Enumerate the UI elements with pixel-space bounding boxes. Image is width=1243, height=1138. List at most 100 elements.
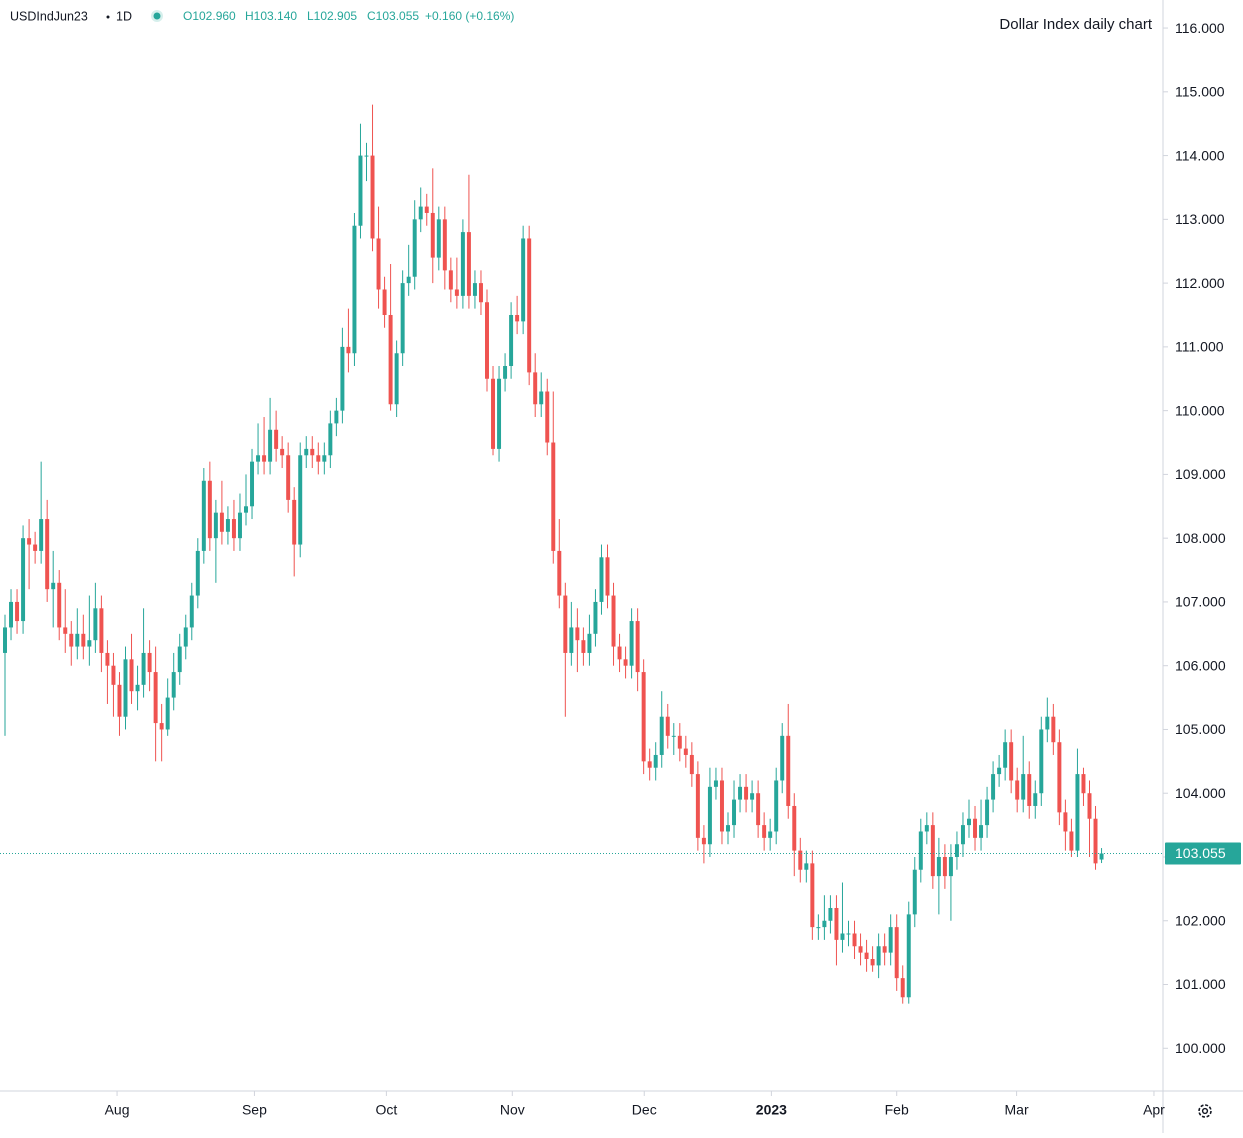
candle-body: [828, 907, 833, 921]
candle-body: [780, 735, 785, 781]
x-tick-label: Mar: [1005, 1102, 1029, 1118]
candle-body: [334, 410, 339, 424]
candle-body: [840, 933, 845, 940]
y-tick-label: 108.000: [1175, 530, 1226, 546]
candle-body: [250, 461, 255, 507]
candle-body: [870, 959, 875, 966]
candle-body: [617, 646, 622, 660]
annotation: Dollar Index daily chart: [999, 16, 1152, 33]
candle-body: [412, 219, 417, 277]
candle-body: [33, 544, 38, 551]
candle-body: [653, 754, 658, 768]
x-tick-label: 2023: [756, 1102, 787, 1118]
candle-body: [316, 455, 321, 462]
candle-body: [310, 448, 315, 456]
candle-body: [87, 640, 92, 647]
y-tick-label: 109.000: [1175, 466, 1226, 482]
candle-body: [81, 633, 86, 647]
candle-body: [93, 608, 98, 641]
candle-body: [364, 155, 369, 157]
candle-body: [171, 672, 176, 698]
candle-body: [1015, 780, 1020, 800]
candle-body: [472, 283, 477, 296]
candle-body: [105, 652, 110, 666]
settings-icon[interactable]: [1198, 1104, 1212, 1118]
candle-body: [491, 378, 496, 449]
candle-body: [677, 735, 682, 749]
candle-body: [406, 276, 411, 284]
candle-body: [1063, 812, 1068, 832]
candle-body: [997, 767, 1002, 775]
candle-body: [1093, 818, 1098, 864]
candle-body: [744, 786, 749, 800]
candle-body: [466, 232, 471, 296]
candle-body: [521, 238, 526, 322]
candle-body: [21, 538, 26, 622]
candle-body: [1045, 716, 1050, 730]
candle-body: [15, 601, 20, 622]
candle-body: [876, 946, 881, 966]
candle-body: [967, 818, 971, 826]
candle-body: [551, 442, 556, 551]
y-tick-label: 102.000: [1175, 912, 1226, 928]
candle-body: [515, 314, 520, 322]
candle-body: [503, 366, 508, 379]
candle-body: [129, 659, 134, 692]
candle-body: [659, 716, 664, 755]
candle-body: [45, 519, 50, 590]
candle-body: [436, 219, 441, 258]
y-tick-label: 116.000: [1175, 20, 1225, 36]
candle-body: [665, 716, 670, 736]
candle-body: [804, 863, 809, 870]
candle-body: [57, 582, 62, 628]
candle-body: [69, 633, 74, 647]
candle-body: [123, 659, 128, 717]
candle-body: [852, 933, 857, 947]
candle-body: [1033, 793, 1038, 806]
candle-body: [424, 206, 429, 213]
candle-body: [713, 780, 718, 787]
candle-body: [563, 595, 568, 653]
candle-body: [207, 480, 212, 539]
candle-body: [810, 863, 815, 928]
y-tick-label: 115.000: [1175, 84, 1225, 100]
candle-body: [292, 499, 297, 545]
candle-body: [816, 927, 821, 929]
candle-body: [707, 786, 712, 845]
candle-body: [280, 448, 285, 456]
x-tick-label: Oct: [375, 1102, 397, 1118]
candle-body: [448, 270, 453, 290]
candle-body: [647, 761, 652, 768]
candle-body: [165, 697, 170, 730]
candle-body: [3, 627, 7, 653]
candle-body: [39, 519, 44, 551]
candle-body: [298, 455, 303, 545]
candle-body: [569, 627, 574, 653]
candle-body: [635, 621, 640, 673]
y-tick-label: 107.000: [1175, 594, 1226, 610]
candle-body: [141, 652, 146, 685]
candle-body: [400, 283, 405, 354]
candle-body: [1081, 774, 1086, 794]
candle-body: [641, 672, 646, 762]
candle-body: [430, 212, 435, 258]
candle-body: [732, 799, 737, 826]
candle-body: [75, 633, 80, 647]
candle-body: [557, 550, 562, 596]
y-tick-label: 100.000: [1175, 1040, 1226, 1056]
candle-body: [629, 621, 634, 666]
y-tick-label: 104.000: [1175, 785, 1226, 801]
candle-body: [388, 314, 393, 405]
x-tick-label: Sep: [242, 1102, 267, 1118]
candle-body: [906, 914, 911, 998]
candle-body: [1069, 831, 1074, 851]
candle-body: [918, 831, 923, 870]
candle-body: [225, 519, 230, 532]
candle-body: [51, 582, 56, 590]
gear-inner: [1201, 1107, 1209, 1115]
candle-body: [623, 659, 628, 666]
candle-body: [798, 850, 803, 870]
candle-body: [340, 346, 345, 411]
candle-body: [231, 519, 236, 539]
